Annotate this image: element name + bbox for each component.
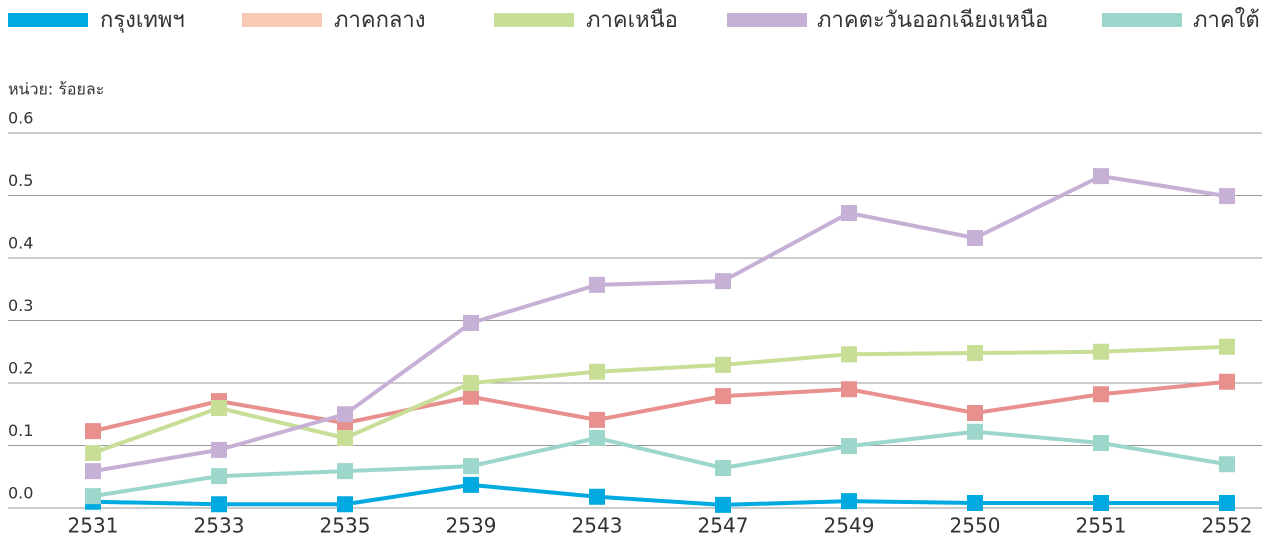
- data-point: [463, 315, 479, 331]
- data-point: [211, 496, 227, 513]
- data-point: [967, 423, 983, 440]
- series-line: [92, 379, 1228, 434]
- y-tick-label: 0.0: [8, 484, 33, 503]
- data-point: [841, 438, 857, 455]
- data-point: [589, 363, 605, 380]
- y-axis-label: หน่วย: ร้อยละ: [8, 80, 104, 99]
- y-tick-label: 0.2: [8, 359, 33, 378]
- data-point: [463, 476, 479, 493]
- x-tick-label: 2552: [1202, 514, 1253, 537]
- data-point: [1219, 338, 1235, 355]
- data-point: [1093, 168, 1109, 185]
- legend-label: ภาคกลาง: [334, 8, 425, 33]
- data-point: [463, 388, 479, 405]
- x-tick-label: 2543: [572, 514, 623, 537]
- legend-swatch: [727, 13, 807, 27]
- data-point: [1219, 188, 1235, 205]
- data-point: [967, 230, 983, 246]
- x-tick-label: 2551: [1076, 514, 1127, 537]
- legend-label: ภาคตะวันออกเฉียงเหนือ: [817, 8, 1048, 33]
- x-tick-label: 2535: [320, 514, 371, 537]
- data-point: [715, 388, 731, 405]
- x-tick-label: 2533: [194, 514, 245, 537]
- legend-swatch: [494, 13, 574, 27]
- data-point: [1093, 495, 1109, 511]
- series-line: [92, 174, 1228, 474]
- data-point: [841, 381, 857, 398]
- series-line: [92, 344, 1228, 455]
- data-point: [841, 493, 857, 510]
- y-tick-label: 0.4: [8, 234, 33, 253]
- data-point: [589, 276, 605, 293]
- y-tick-label: 0.5: [8, 171, 33, 190]
- data-point: [337, 430, 353, 446]
- series-line: [92, 429, 1228, 499]
- legend-swatch: [1102, 13, 1182, 27]
- data-point: [1093, 343, 1109, 360]
- data-point: [463, 375, 479, 391]
- data-point: [85, 488, 101, 505]
- x-tick-label: 2549: [824, 514, 875, 537]
- data-point: [1219, 495, 1235, 511]
- data-point: [463, 458, 479, 475]
- data-point: [1219, 456, 1235, 473]
- x-tick-label: 2550: [950, 514, 1001, 537]
- x-tick-label: 2531: [68, 514, 119, 537]
- data-point: [211, 400, 227, 416]
- data-point: [337, 463, 353, 480]
- data-point: [967, 495, 983, 511]
- legend-label: ภาคใต้: [1193, 7, 1260, 33]
- y-tick-label: 0.3: [8, 296, 33, 315]
- data-point: [967, 345, 983, 361]
- data-point: [841, 346, 857, 363]
- data-point: [715, 496, 731, 513]
- data-point: [1219, 373, 1235, 390]
- y-tick-label: 0.6: [8, 109, 33, 128]
- data-point: [967, 405, 983, 421]
- y-tick-label: 0.1: [8, 421, 33, 440]
- data-point: [85, 445, 101, 461]
- data-point: [337, 406, 353, 423]
- data-point: [841, 205, 857, 221]
- x-tick-label: 2539: [446, 514, 497, 537]
- data-point: [589, 430, 605, 446]
- data-point: [85, 423, 101, 440]
- legend-label: ภาคเหนือ: [586, 8, 678, 33]
- legend-label: กรุงเทพฯ: [100, 8, 185, 33]
- x-tick-label: 2547: [698, 514, 749, 537]
- data-point: [337, 496, 353, 513]
- data-point: [589, 411, 605, 428]
- data-point: [1093, 435, 1109, 451]
- data-point: [211, 468, 227, 485]
- data-point: [715, 356, 731, 373]
- legend-swatch: [242, 13, 322, 27]
- data-point: [715, 460, 731, 476]
- data-point: [85, 463, 101, 480]
- series-line: [92, 482, 1227, 507]
- legend-swatch: [8, 13, 88, 27]
- data-point: [211, 441, 227, 458]
- data-point: [589, 488, 605, 505]
- data-point: [1093, 386, 1109, 403]
- data-point: [715, 273, 731, 290]
